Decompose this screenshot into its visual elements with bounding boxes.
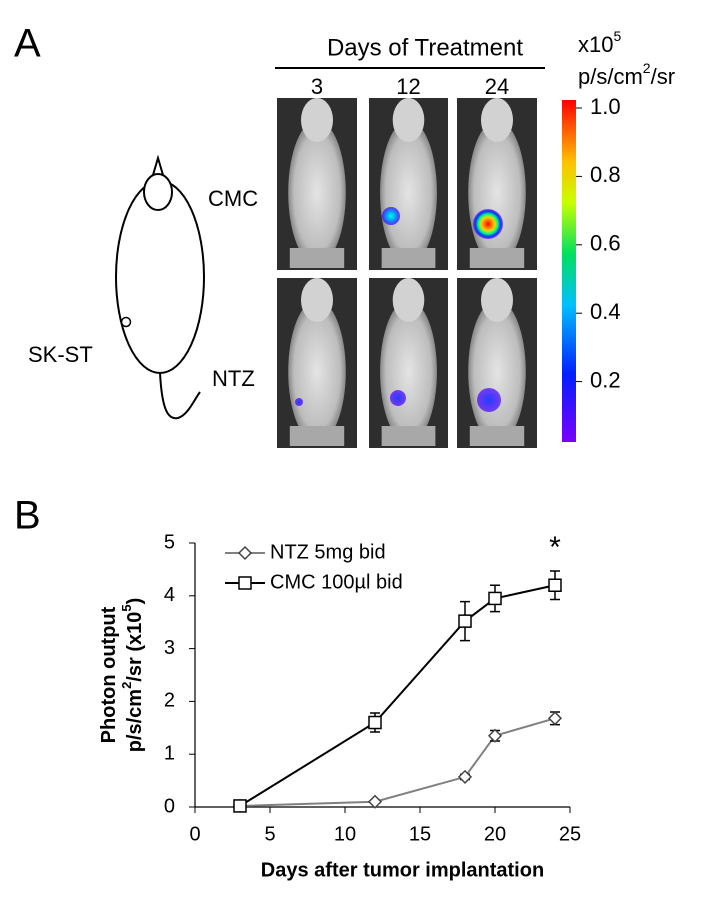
signal (295, 398, 303, 406)
line (239, 717, 556, 807)
legend-label: NTZ 5mg bid (270, 541, 386, 563)
mouse-legs (469, 248, 525, 268)
y-axis-title: Photon output p/s/cm2/sr (x105) (98, 598, 146, 753)
mouse-image (457, 98, 537, 270)
x-tick-label: 5 (264, 823, 275, 845)
y-tick-label: 4 (164, 584, 175, 606)
unit-text: p/s/cm (578, 64, 643, 89)
x-tick-label: 15 (409, 823, 431, 845)
colorbar-tick-label: 0.4 (590, 299, 621, 324)
x-tick-label: 20 (484, 823, 506, 845)
series (233, 570, 562, 813)
mouse-head (481, 98, 513, 142)
y-tick-label: 2 (164, 690, 175, 712)
marker (458, 614, 472, 628)
legend-symbol (238, 576, 252, 590)
legend-marker (238, 576, 252, 590)
marker (547, 711, 563, 726)
column-label: 3 (311, 74, 323, 99)
column-label: 24 (485, 74, 509, 99)
unit-sup: 2 (643, 60, 651, 76)
y-tick-label: 3 (164, 637, 175, 659)
header: Days of Treatment (327, 34, 523, 61)
panel-label: B (14, 494, 41, 538)
y-tick-label: 0 (164, 795, 175, 817)
unit-text: /sr (651, 64, 675, 89)
x-axis-title: Days after tumor implantation (261, 859, 544, 881)
mouse-image (457, 278, 537, 448)
column-label: 12 (396, 74, 420, 99)
colorbar-tick-label: 1.0 (590, 94, 621, 119)
mouse-diagram (115, 154, 205, 420)
series (232, 711, 563, 814)
mouse-image (277, 278, 357, 448)
legend-marker (237, 545, 253, 561)
mouse-image (277, 98, 357, 270)
mouse-body (380, 120, 437, 265)
unit-sup: 5 (613, 28, 621, 44)
unit-label: p/s/cm2/sr (578, 60, 675, 89)
mouse-body (288, 300, 346, 443)
colorbar (562, 100, 576, 442)
marker (368, 715, 382, 730)
annotation: * (549, 531, 561, 564)
unit-text: x10 (578, 32, 613, 57)
model-label: SK-ST (28, 342, 93, 367)
marker (367, 794, 383, 809)
label-text: /sr (x10 (124, 612, 146, 682)
superscript: 5 (119, 604, 134, 611)
label-text: Photon output (98, 606, 120, 743)
unit-label: x105 (578, 28, 621, 57)
colorbar-tick-label: 0.6 (590, 231, 621, 256)
mouse-body (468, 120, 526, 265)
label-text: p/s/cm (124, 689, 146, 752)
colorbar-tick-label: 0.8 (590, 162, 621, 187)
mouse-image (369, 278, 448, 448)
marker (457, 769, 473, 784)
legend-symbol (237, 545, 253, 561)
y-tick-label: 1 (164, 742, 175, 764)
mouse-head (481, 278, 513, 322)
marker (488, 591, 502, 606)
row-label: NTZ (212, 366, 255, 391)
panel-label: A (14, 22, 41, 66)
mouse-head (301, 278, 333, 322)
mouse-image (369, 98, 448, 270)
mouse-body (288, 120, 346, 265)
superscript: 2 (119, 682, 134, 689)
mouse-legs (381, 426, 436, 446)
x-tick-label: 10 (334, 823, 356, 845)
x-tick-label: 0 (189, 823, 200, 845)
mouse-legs (469, 426, 525, 446)
mouse-head (392, 98, 425, 142)
label-text: ) (124, 598, 146, 605)
mouse-head (301, 98, 333, 142)
mouse-legs (289, 248, 345, 268)
y-tick-label: 5 (164, 531, 175, 553)
x-tick-label: 25 (559, 823, 581, 845)
signal (473, 209, 503, 239)
signal (390, 390, 406, 406)
signal (477, 388, 501, 412)
marker (548, 578, 562, 592)
marker (233, 799, 247, 813)
mouse-head (392, 278, 425, 322)
line (239, 584, 556, 807)
legend-label: CMC 100µl bid (270, 571, 403, 593)
mouse-legs (381, 248, 436, 268)
mouse-legs (289, 426, 345, 446)
colorbar-tick-label: 0.2 (590, 367, 621, 392)
marker (487, 728, 503, 743)
mouse-body (380, 300, 437, 443)
signal (382, 207, 400, 225)
panel-a: A Days of Treatment x105 p/s/cm2/sr SK-S… (14, 22, 675, 448)
row-label: CMC (208, 186, 258, 211)
y-axis-title-line: p/s/cm2/sr (x105) (119, 598, 146, 753)
y-axis-title-line: Photon output (98, 606, 120, 743)
